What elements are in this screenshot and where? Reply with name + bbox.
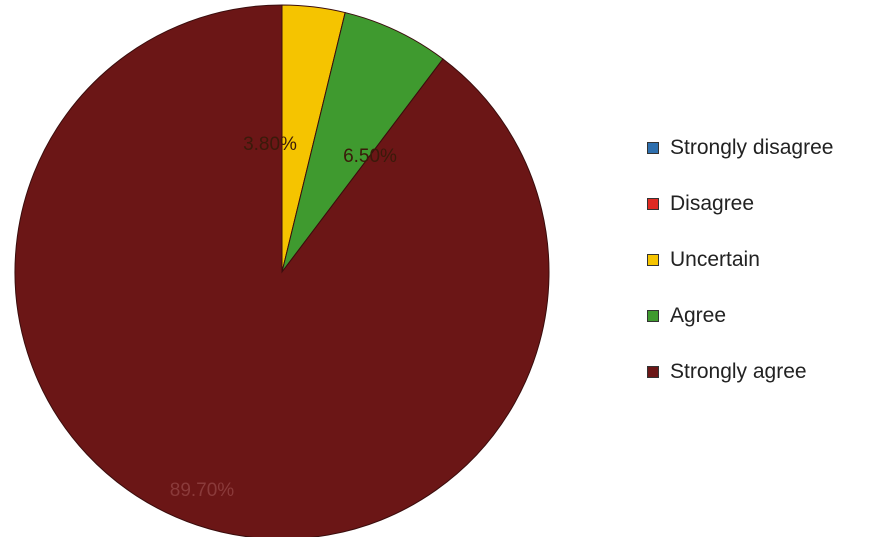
pie-slices — [14, 4, 550, 537]
legend-label-strongly-agree: Strongly agree — [670, 360, 807, 383]
legend-label-agree: Agree — [670, 304, 727, 327]
pie-slice-labels: 3.80% 6.50% 89.70% — [170, 134, 397, 501]
legend-label-strongly-disagree: Strongly disagree — [670, 136, 834, 159]
data-label-agree: 6.50% — [343, 146, 397, 167]
legend-swatch-strongly-agree — [647, 366, 659, 378]
data-label-uncertain: 3.80% — [243, 134, 297, 155]
legend-item-disagree: Disagree — [647, 176, 833, 232]
legend-item-agree: Agree — [647, 288, 833, 344]
legend-item-strongly-disagree: Strongly disagree — [647, 120, 833, 176]
legend-label-uncertain: Uncertain — [670, 248, 760, 271]
pie-slice-strongly-agree — [14, 4, 550, 537]
legend-label-disagree: Disagree — [670, 192, 755, 215]
legend-item-strongly-agree: Strongly agree — [647, 344, 833, 400]
legend-swatch-agree — [647, 310, 659, 322]
legend-swatch-strongly-disagree — [647, 142, 659, 154]
data-label-strongly-agree: 89.70% — [170, 480, 235, 501]
legend-swatch-disagree — [647, 198, 659, 210]
legend-item-uncertain: Uncertain — [647, 232, 833, 288]
pie-slice-agree — [281, 11, 444, 273]
legend: Strongly disagree Disagree Uncertain Agree S… — [647, 120, 833, 400]
legend-swatch-uncertain — [647, 254, 659, 266]
